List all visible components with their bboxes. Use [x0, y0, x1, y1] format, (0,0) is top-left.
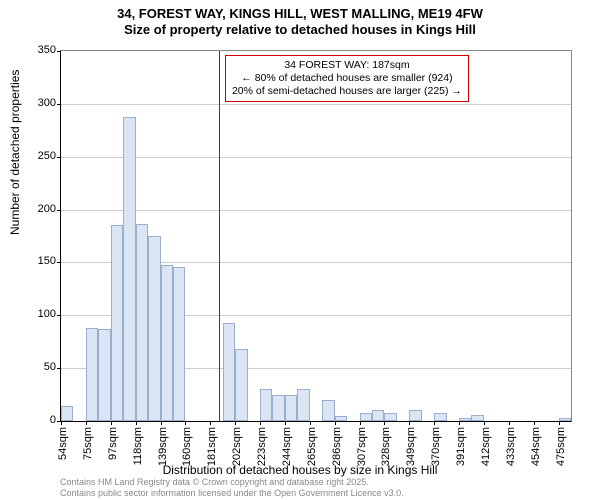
histogram-bar	[235, 349, 247, 421]
y-tick-mark	[57, 104, 61, 105]
chart-container: 34, FOREST WAY, KINGS HILL, WEST MALLING…	[0, 0, 600, 500]
x-tick-mark	[384, 421, 385, 425]
title-line-1: 34, FOREST WAY, KINGS HILL, WEST MALLING…	[0, 6, 600, 22]
gridline	[61, 104, 571, 105]
histogram-bar	[86, 328, 98, 421]
histogram-bar	[372, 410, 384, 421]
x-tick-mark	[360, 421, 361, 425]
x-tick-mark	[559, 421, 560, 425]
x-tick-mark	[285, 421, 286, 425]
histogram-bar	[459, 418, 471, 421]
histogram-bar	[272, 395, 284, 421]
histogram-bar	[384, 413, 396, 421]
y-tick-mark	[57, 315, 61, 316]
histogram-bar	[322, 400, 334, 421]
x-tick-mark	[161, 421, 162, 425]
x-tick-mark	[136, 421, 137, 425]
gridline	[61, 210, 571, 211]
x-tick-mark	[509, 421, 510, 425]
x-tick-mark	[185, 421, 186, 425]
y-tick-mark	[57, 262, 61, 263]
y-tick-label: 300	[16, 97, 56, 109]
histogram-bar	[297, 389, 309, 421]
histogram-bar	[409, 410, 421, 421]
plot-area: 34 FOREST WAY: 187sqm← 80% of detached h…	[60, 50, 572, 422]
y-tick-mark	[57, 210, 61, 211]
histogram-bar	[434, 413, 446, 421]
histogram-bar	[260, 389, 272, 421]
x-tick-mark	[111, 421, 112, 425]
gridline	[61, 157, 571, 158]
histogram-bar	[285, 395, 297, 421]
histogram-bar	[111, 225, 123, 421]
x-tick-mark	[260, 421, 261, 425]
x-tick-mark	[335, 421, 336, 425]
y-tick-label: 50	[16, 361, 56, 373]
x-tick-mark	[86, 421, 87, 425]
y-tick-mark	[57, 157, 61, 158]
histogram-bar	[360, 413, 372, 421]
histogram-bar	[98, 329, 110, 421]
histogram-bar	[559, 418, 571, 421]
y-tick-label: 350	[16, 44, 56, 56]
y-tick-label: 100	[16, 308, 56, 320]
annotation-line-1: 34 FOREST WAY: 187sqm	[232, 59, 462, 72]
histogram-bar	[223, 323, 235, 421]
y-tick-label: 250	[16, 150, 56, 162]
x-tick-mark	[310, 421, 311, 425]
title-block: 34, FOREST WAY, KINGS HILL, WEST MALLING…	[0, 0, 600, 39]
histogram-bar	[61, 406, 73, 421]
histogram-bar	[471, 415, 483, 421]
y-tick-label: 200	[16, 203, 56, 215]
x-tick-mark	[459, 421, 460, 425]
histogram-bar	[161, 265, 173, 421]
x-tick-mark	[235, 421, 236, 425]
y-tick-label: 150	[16, 255, 56, 267]
histogram-bar	[148, 236, 160, 421]
histogram-bar	[335, 416, 347, 421]
y-tick-label: 0	[16, 414, 56, 426]
x-tick-mark	[210, 421, 211, 425]
annotation-line-2: ← 80% of detached houses are smaller (92…	[232, 72, 462, 85]
y-tick-mark	[57, 368, 61, 369]
histogram-bar	[136, 224, 148, 421]
x-tick-mark	[484, 421, 485, 425]
title-line-2: Size of property relative to detached ho…	[0, 22, 600, 38]
footer-line-2: Contains public sector information licen…	[60, 488, 404, 498]
marker-line	[219, 51, 220, 421]
annotation-box: 34 FOREST WAY: 187sqm← 80% of detached h…	[225, 55, 469, 102]
annotation-line-3: 20% of semi-detached houses are larger (…	[232, 85, 462, 98]
x-tick-mark	[61, 421, 62, 425]
footer-line-1: Contains HM Land Registry data © Crown c…	[60, 477, 404, 487]
histogram-bar	[123, 117, 135, 421]
footer-attribution: Contains HM Land Registry data © Crown c…	[60, 477, 404, 498]
x-tick-mark	[434, 421, 435, 425]
x-tick-mark	[409, 421, 410, 425]
y-tick-mark	[57, 51, 61, 52]
x-tick-mark	[534, 421, 535, 425]
histogram-bar	[173, 267, 185, 421]
